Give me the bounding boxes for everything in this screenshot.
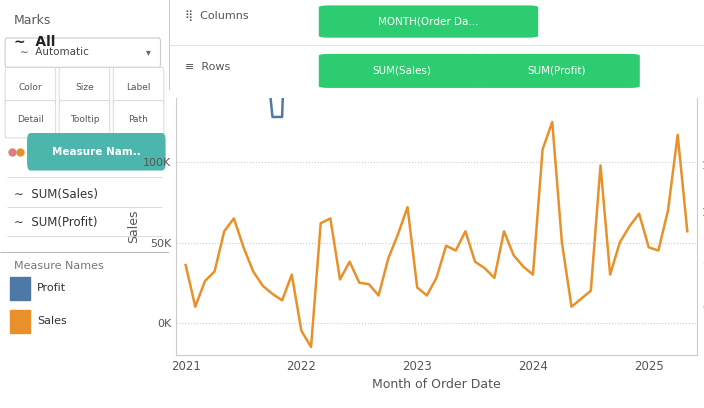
Bar — [10, 310, 30, 333]
FancyBboxPatch shape — [5, 100, 56, 138]
X-axis label: Month of Order Date: Month of Order Date — [372, 378, 501, 391]
Text: Size: Size — [75, 83, 94, 92]
Text: Path: Path — [129, 115, 149, 124]
Text: ▾: ▾ — [146, 47, 151, 57]
Text: ⢿  Columns: ⢿ Columns — [185, 11, 249, 22]
Text: SUM(Profit): SUM(Profit) — [527, 66, 586, 76]
Text: ∼  Automatic: ∼ Automatic — [20, 47, 89, 57]
Bar — [10, 277, 30, 300]
Text: SUM(Sales): SUM(Sales) — [372, 66, 431, 76]
FancyBboxPatch shape — [474, 54, 640, 88]
Text: MONTH(Order Da...: MONTH(Order Da... — [378, 17, 479, 27]
Text: Measure Nam..: Measure Nam.. — [52, 147, 141, 157]
FancyBboxPatch shape — [59, 67, 110, 106]
FancyBboxPatch shape — [5, 67, 56, 106]
Text: Label: Label — [126, 83, 151, 92]
FancyBboxPatch shape — [319, 54, 484, 88]
Text: ∼  SUM(Sales): ∼ SUM(Sales) — [13, 188, 98, 201]
Text: ∼  All: ∼ All — [13, 35, 55, 49]
Text: Measure Names: Measure Names — [13, 261, 103, 271]
Text: Marks: Marks — [13, 14, 51, 27]
FancyBboxPatch shape — [113, 67, 164, 106]
Text: Profit: Profit — [37, 284, 66, 293]
FancyBboxPatch shape — [27, 133, 165, 171]
FancyBboxPatch shape — [319, 5, 538, 38]
Text: ≡  Rows: ≡ Rows — [185, 62, 230, 72]
Text: Tooltip: Tooltip — [70, 115, 99, 124]
Text: Sales: Sales — [37, 316, 67, 326]
Text: Detail: Detail — [17, 115, 44, 124]
Text: ∼  SUM(Profit): ∼ SUM(Profit) — [13, 216, 97, 229]
Y-axis label: Sales: Sales — [127, 210, 140, 243]
FancyBboxPatch shape — [59, 100, 110, 138]
FancyBboxPatch shape — [5, 38, 161, 67]
FancyBboxPatch shape — [113, 100, 164, 138]
Text: Color: Color — [18, 83, 42, 92]
